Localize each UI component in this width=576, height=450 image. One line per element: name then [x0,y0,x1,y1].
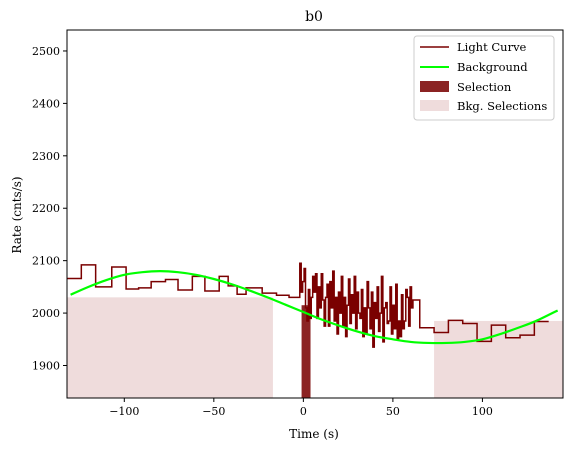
legend: Light Curve Background Selection Bkg. Se… [413,35,555,121]
x-tick-label: 50 [386,405,400,418]
x-axis-title: Time (s) [289,427,339,441]
x-tick-label: −50 [202,405,225,418]
y-axis-title: Rate (cnts/s) [10,176,24,253]
legend-swatch-selection [420,81,449,92]
bkg-selection-1 [434,320,563,398]
legend-label-selection: Selection [457,80,512,94]
selection-bar [301,305,311,398]
light-curve-line [67,262,549,348]
legend-label-background: Background [457,60,528,74]
y-tick-label: 1900 [32,359,60,372]
legend-label-light-curve: Light Curve [457,40,527,54]
background-curve [70,270,559,345]
legend-swatch-bkg-selections [420,100,449,111]
x-tick-label: −100 [109,405,139,418]
legend-frame [413,35,555,121]
y-tick-label: 2500 [32,45,60,58]
y-tick-label: 2100 [32,255,60,268]
plot-frame [66,29,564,399]
y-tick-label: 2400 [32,97,60,110]
y-tick-label: 2000 [32,307,60,320]
x-tick-label: 100 [472,405,493,418]
y-tick-label: 2300 [32,150,60,163]
y-tick-label: 2200 [32,202,60,215]
chart-title: b0 [305,9,323,25]
bkg-selection-0 [67,297,273,398]
legend-label-bkg-selections: Bkg. Selections [457,99,547,113]
x-tick-label: 0 [300,405,307,418]
